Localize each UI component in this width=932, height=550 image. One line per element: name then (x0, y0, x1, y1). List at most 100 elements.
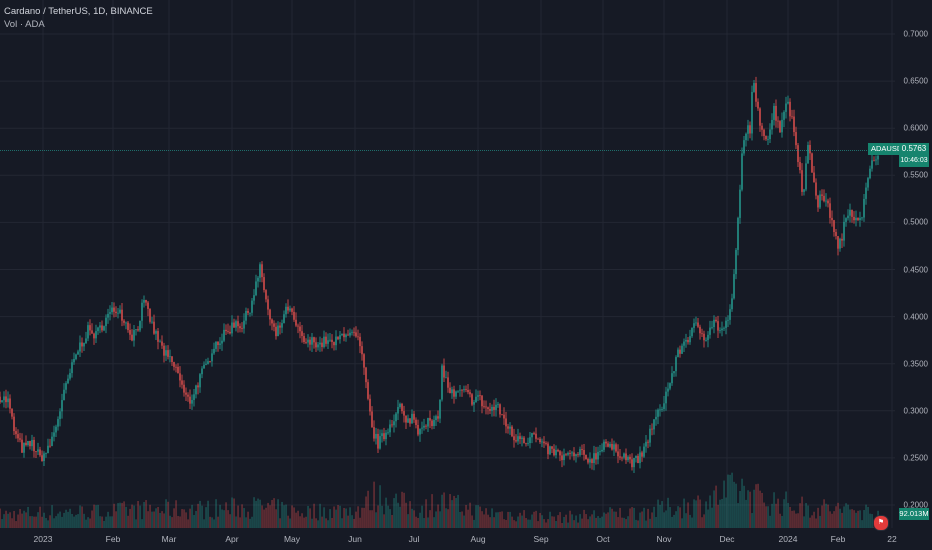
candle-body (725, 320, 727, 328)
time-tick-label: Nov (656, 534, 672, 544)
volume-bar (25, 512, 27, 528)
candle-body (333, 342, 335, 346)
volume-bar (245, 517, 247, 528)
volume-bar (129, 508, 131, 528)
candle-body (119, 309, 121, 313)
volume-bar (47, 520, 49, 528)
candle-body (307, 339, 309, 343)
candle-body (19, 438, 21, 440)
volume-bar (771, 503, 773, 528)
us-flag-icon[interactable]: ⚑ (873, 515, 889, 531)
volume-bar (83, 513, 85, 528)
volume-bar (313, 503, 315, 528)
candle-body (729, 309, 731, 320)
volume-bar (461, 511, 463, 528)
volume-bar (821, 505, 823, 528)
volume-bar (81, 506, 83, 528)
volume-bar (563, 516, 565, 528)
candle-body (855, 217, 857, 221)
candle-body (153, 321, 155, 334)
volume-bar (765, 506, 767, 528)
price-tick-label: 0.7000 (903, 29, 928, 39)
volume-bar (41, 516, 43, 528)
candle-body (815, 182, 817, 196)
candle-body (813, 172, 815, 183)
candle-body (615, 444, 617, 452)
candle-body (133, 330, 135, 341)
volume-bar (663, 512, 665, 528)
volume-bar (685, 513, 687, 528)
candle-body (877, 155, 879, 160)
candle-body (661, 408, 663, 410)
volume-bar (387, 505, 389, 528)
candle-body (611, 443, 613, 450)
volume-bar (317, 520, 319, 528)
symbol-title[interactable]: Cardano / TetherUS, 1D, BINANCE (4, 6, 153, 17)
candle-body (99, 325, 101, 328)
volume-bar (383, 514, 385, 528)
candle-body (819, 194, 821, 208)
volume-bar (463, 515, 465, 528)
volume-bar (513, 520, 515, 528)
volume-bar (75, 514, 77, 528)
candle-body (727, 319, 729, 321)
volume-bar (417, 517, 419, 528)
candle-body (803, 189, 805, 192)
candle-body (735, 249, 737, 275)
candle-body (175, 366, 177, 368)
candle-body (451, 389, 453, 394)
candle-body (673, 371, 675, 374)
volume-bar (279, 518, 281, 528)
candle-body (83, 343, 85, 347)
volume-bar (339, 505, 341, 528)
candle-body (77, 351, 79, 355)
candle-body (267, 299, 269, 310)
volume-bar (647, 508, 649, 528)
candle-body (595, 453, 597, 460)
volume-bar (151, 511, 153, 528)
candle-body (621, 457, 623, 459)
candle-body (525, 443, 527, 445)
volume-bar (833, 511, 835, 528)
volume-bar (113, 503, 115, 528)
volume-bar (697, 495, 699, 528)
candle-body (771, 119, 773, 130)
volume-bar (161, 511, 163, 528)
candle-body (363, 354, 365, 368)
volume-bar (623, 517, 625, 528)
volume-bar (831, 513, 833, 528)
volume-bar (641, 511, 643, 528)
candle-body (23, 442, 25, 453)
volume-bar (285, 504, 287, 528)
volume-bar (825, 503, 827, 528)
volume-bar (479, 506, 481, 528)
volume-bar (835, 506, 837, 528)
candle-body (167, 350, 169, 357)
candle-body (513, 436, 515, 441)
volume-bar (559, 512, 561, 528)
volume-indicator-label[interactable]: Vol · ADA (4, 19, 45, 30)
candle-body (411, 413, 413, 424)
candle-body (715, 319, 717, 322)
volume-bar (859, 510, 861, 528)
volume-bar (341, 518, 343, 528)
volume-bar (183, 509, 185, 528)
candle-body (629, 456, 631, 460)
candle-body (499, 404, 501, 415)
candle-body (259, 264, 261, 278)
candle-body (31, 439, 33, 447)
candle-body (657, 409, 659, 417)
volume-bar (587, 519, 589, 528)
candle-body (309, 339, 311, 345)
volume-bar (61, 516, 63, 528)
candle-body (551, 446, 553, 449)
volume-bar (717, 504, 719, 528)
candle-body (471, 394, 473, 405)
volume-bar (219, 504, 221, 528)
volume-bar (407, 514, 409, 528)
candle-body (357, 336, 359, 338)
volume-bar (131, 504, 133, 528)
candle-body (183, 384, 185, 393)
volume-bar (249, 518, 251, 528)
